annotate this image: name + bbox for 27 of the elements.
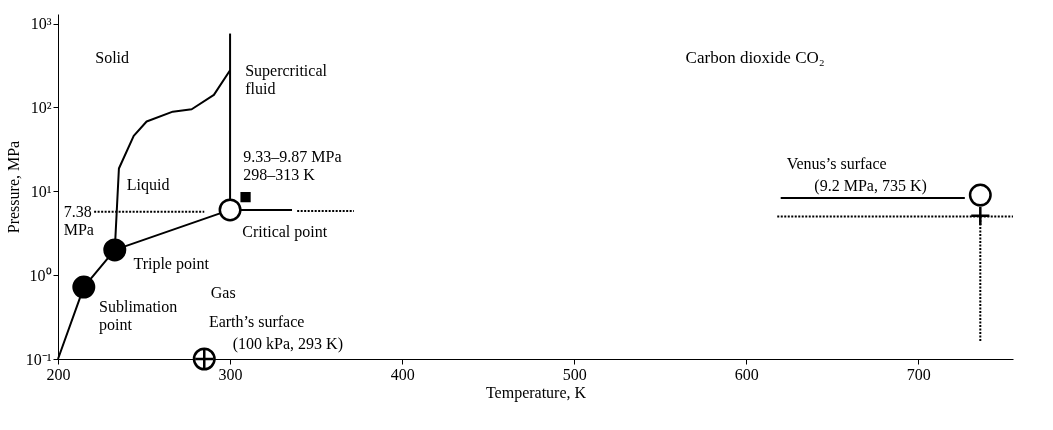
text: Carbon dioxide CO₂ bbox=[685, 47, 825, 67]
annotation: 9.33–9.87 MPa 298–313 K bbox=[243, 147, 342, 183]
annotation: Venus’s surface bbox=[786, 155, 887, 173]
y-tick-label: 10⁰ bbox=[29, 266, 52, 284]
y-tick-label: 10² bbox=[30, 98, 52, 116]
y-tick-label: 10¹ bbox=[30, 182, 52, 200]
annotation: Gas bbox=[210, 284, 236, 302]
annotation: Liquid bbox=[126, 176, 170, 195]
y-tick-label: 10⁻¹ bbox=[25, 350, 52, 368]
annotation: Triple point bbox=[133, 255, 210, 274]
annotation: (100 kPa, 293 K) bbox=[232, 335, 343, 354]
annotation: Supercritical fluid bbox=[245, 61, 328, 97]
annotation: Solid bbox=[95, 48, 130, 66]
x-tick-label: 500 bbox=[562, 365, 587, 383]
annotation: Critical point bbox=[242, 223, 328, 242]
annotation: 7.38 MPa bbox=[63, 203, 94, 239]
annotation: Sublimation point bbox=[99, 298, 178, 335]
x-tick-label: 600 bbox=[734, 365, 759, 383]
x-tick-label: 400 bbox=[390, 365, 415, 383]
x-tick-label: 300 bbox=[218, 365, 243, 383]
y-tick-label: 10³ bbox=[30, 15, 52, 33]
x-axis-title: Temperature, K bbox=[485, 383, 587, 402]
annotation: Earth’s surface bbox=[208, 312, 305, 330]
x-tick-label: 200 bbox=[46, 365, 71, 383]
x-tick-label: 700 bbox=[906, 365, 931, 383]
y-axis-title: Pressure, MPa bbox=[4, 140, 22, 234]
annotation: (9.2 MPa, 735 K) bbox=[814, 177, 927, 196]
